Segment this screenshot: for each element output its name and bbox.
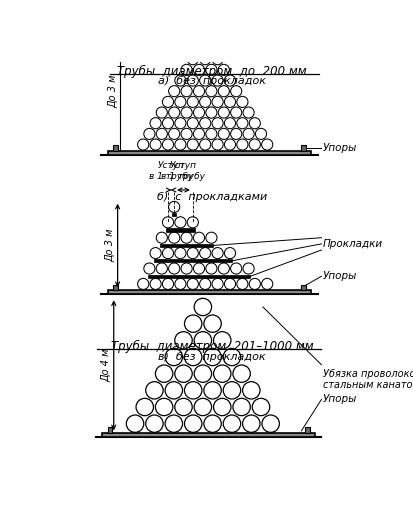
Bar [166,228,194,232]
Bar [159,244,213,247]
Text: б)  с  прокладками: б) с прокладками [157,192,267,202]
Text: До 3 м: До 3 м [108,75,118,108]
Text: До 3 м: До 3 м [105,228,115,262]
Text: Упоры: Упоры [322,394,356,405]
Text: До 4 м: До 4 м [102,349,112,382]
Bar [301,146,305,151]
Bar [153,260,231,262]
Text: Упоры: Упоры [322,271,356,281]
Text: Убязка проволокой,
стальным канатом: Убязка проволокой, стальным канатом [322,369,413,390]
Bar [107,290,311,294]
Bar [301,285,305,290]
Bar [102,433,314,437]
Text: Уступ
в 1 трубу: Уступ в 1 трубу [161,161,205,181]
Bar [113,285,117,290]
Text: Упоры: Упоры [322,143,356,153]
Bar [107,151,311,154]
Bar [147,275,250,278]
Text: в)  без  прокладок: в) без прокладок [158,352,265,362]
Bar [107,427,112,433]
Bar [304,427,309,433]
Text: а)  без  прокладок: а) без прокладок [158,76,266,86]
Bar [172,213,176,216]
Text: Трубы  диаметром  201–1000 мм: Трубы диаметром 201–1000 мм [111,340,313,353]
Text: Трубы  диаметром  до  200 мм: Трубы диаметром до 200 мм [117,65,306,78]
Text: Уступ
в 1 трубу: Уступ в 1 трубу [149,161,192,181]
Bar [113,146,117,151]
Text: Прокладки: Прокладки [322,239,382,249]
